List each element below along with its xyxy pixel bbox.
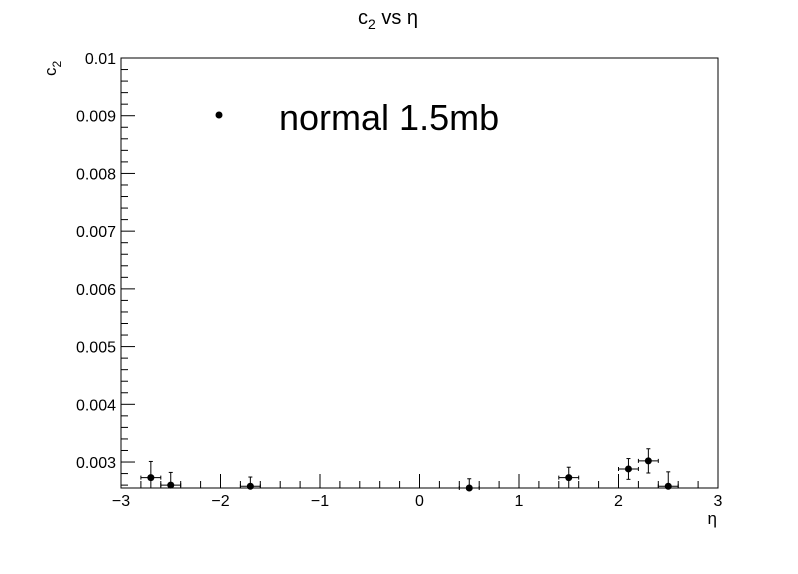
y-tick-label: 0.01	[85, 51, 116, 68]
data-point	[160, 471, 182, 489]
data-point	[458, 478, 480, 492]
y-axis: 0.003 0.004 0.005 0.006 0.007 0.008 0.009 0.01	[76, 51, 135, 486]
data-point	[637, 448, 659, 474]
y-tick-label: 0.006	[76, 282, 116, 299]
y-tick-label: 0.004	[76, 397, 116, 414]
data-point	[558, 466, 580, 489]
data-points	[140, 448, 679, 492]
x-tick-label: 3	[714, 493, 723, 510]
x-tick-label: 0	[415, 493, 424, 510]
data-point-marker	[664, 482, 672, 490]
data-point	[140, 460, 162, 488]
chart-title: c2 vs η	[358, 7, 418, 32]
x-tick-label: −1	[311, 493, 329, 510]
y-axis-title: c2	[41, 61, 64, 77]
data-point-marker	[246, 482, 254, 490]
data-point-marker	[644, 457, 652, 465]
data-point	[239, 476, 261, 490]
data-point	[618, 458, 639, 480]
legend-marker	[215, 111, 223, 119]
data-point-marker	[624, 465, 632, 473]
data-point-marker	[565, 474, 573, 482]
data-point-marker	[147, 474, 155, 482]
y-tick-label: 0.008	[76, 166, 116, 183]
data-point-marker	[167, 481, 175, 489]
x-tick-label: 1	[515, 493, 524, 510]
data-point	[657, 471, 679, 490]
y-tick-label: 0.003	[76, 455, 116, 472]
y-tick-label: 0.007	[76, 224, 116, 241]
y-tick-label: 0.009	[76, 109, 116, 126]
x-tick-label: 2	[614, 493, 623, 510]
x-axis-title: η	[708, 509, 717, 528]
x-tick-label: −3	[112, 493, 130, 510]
x-tick-label: −2	[211, 493, 229, 510]
legend: normal 1.5mb	[215, 97, 499, 138]
data-point-marker	[465, 484, 473, 492]
y-tick-label: 0.005	[76, 340, 116, 357]
legend-entry: normal 1.5mb	[279, 97, 499, 138]
